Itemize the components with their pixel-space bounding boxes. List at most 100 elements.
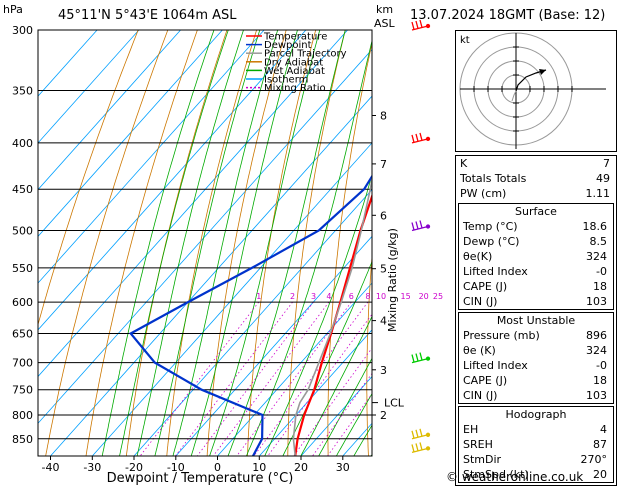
legend-label: Dry Adiabat [264,57,323,68]
temp-tick-label: -20 [125,461,143,474]
wet-adiabat-line [190,30,298,456]
mixing-ratio-label: 4 [326,292,331,301]
mixing-ratio-line [267,313,372,456]
isotherm-line [217,282,372,456]
mixing-ratio-label: 6 [349,292,354,301]
hodograph: kt [459,32,606,149]
surface-row: Dewp (°C) 8.5 [463,235,607,248]
wet-adiabat-line [318,357,372,456]
wet-adiabat-line [209,30,321,456]
hodograph-unit: kt [460,35,470,46]
mixing-ratio-label: 10 [376,292,386,301]
pressure-tick-label: 850 [12,433,33,446]
mixing-ratio-label: 25 [433,292,443,301]
plot-frame [37,29,373,457]
isotherm-line [38,30,223,237]
hodo-row: StmDir 270° [463,453,607,466]
hodo-row: SREH 87 [463,438,607,451]
dry-adiabat-line [38,30,139,326]
legend-label: Temperature [263,32,327,43]
most-unstable-title: Most Unstable [496,314,576,327]
pressure-tick-label: 600 [12,296,33,309]
mixing-ratio-label: 20 [419,292,429,301]
pressure-tick-label: 800 [12,409,33,422]
isotherm-line [92,142,372,456]
dry-adiabat-line [327,41,372,456]
pressure-tick-label: 650 [12,328,33,341]
mixing-ratio-line [139,301,260,456]
surface-row: Lifted Index -0 [463,265,607,278]
km-label: km [376,3,394,16]
temp-tick-label: -30 [83,461,101,474]
surface-row: CIN (J) 103 [463,295,607,308]
wet-adiabat-line [227,30,346,456]
hodo-row: StmSpd (kt) 20 [463,468,607,481]
isotherm-line [38,30,348,378]
hodograph-table-title: Hodograph [505,408,567,421]
isotherm-line [133,189,372,456]
temp-tick-label: 30 [336,461,350,474]
surface-row: Temp (°C) 18.6 [463,220,607,233]
km-tick-label: 2 [380,409,387,422]
km-tick-label: 7 [380,158,387,171]
most-unstable-panel: Most Unstable Pressure (mb) 896 θe (K) 324… [458,312,614,404]
km-tick-label: 3 [380,364,387,377]
pressure-tick-label: 450 [12,183,33,196]
copyright: © weatheronline.co.uk [446,470,584,484]
wind-barb [411,132,431,144]
temp-tick-label: 20 [294,461,308,474]
pressure-tick-label: 550 [12,262,33,275]
hodo-row: EH 4 [463,423,607,436]
datetime-label: 13.07.2024 18GMT (Base: 12) [410,8,606,23]
isotherm-line [50,95,372,456]
dry-adiabat-line [206,30,287,456]
dry-adiabat-line [287,30,346,456]
km-tick-label: 6 [380,209,387,222]
location-label: 45°11'N 5°43'E 1064m ASL [58,8,237,23]
mixing-ratio-label: 3 [311,292,316,301]
dry-adiabat-line [405,30,435,457]
pressure-tick-label: 500 [12,225,33,238]
index-row: PW (cm) 1.11 [460,187,610,200]
km-tick-label: 5 [380,263,387,276]
unstable-row: CAPE (J) 18 [463,374,607,387]
isotherm-line [175,235,372,456]
hodograph-trace [515,69,547,92]
dry-adiabat-line [366,252,372,456]
lcl-label: LCL [384,397,405,410]
isotherm-line [259,329,372,456]
isotherm-line [38,30,307,331]
wet-adiabat-line [353,424,372,456]
series-dewpoint [129,174,372,456]
hpa-label: hPa [3,3,23,16]
series-parcel-trajectory [292,174,372,456]
wind-barb [411,352,431,364]
surface-row: θe(K) 324 [463,250,607,263]
dry-adiabat-line [45,30,169,456]
legend-label: Dewpoint [264,40,312,51]
km-tick-label: 8 [380,110,387,123]
wind-barb [411,220,431,232]
surface-title: Surface [515,205,557,218]
km-tick-label: 4 [380,315,387,328]
isotherm-line [38,30,265,284]
unstable-row: θe (K) 324 [463,344,607,357]
mixing-ratio-axis-title: Mixing Ratio (g/kg) [386,228,399,332]
index-row: Totals Totals 49 [460,172,610,185]
asl-label: ASL [374,17,395,30]
unstable-row: Pressure (mb) 896 [463,329,607,342]
legend-label: Parcel Trajectory [264,49,347,60]
dry-adiabat-line [85,30,198,456]
hodograph-panel: kt [455,30,617,152]
mixing-ratio-label: 2 [290,292,295,301]
wind-barb [411,19,431,31]
surface-panel: Surface Temp (°C) 18.6 Dewp (°C) 8.5 θe(K)… [458,203,614,310]
pressure-tick-label: 350 [12,85,33,98]
wet-adiabat-line [172,30,279,456]
x-axis-title: Dewpoint / Temperature (°C) [107,471,294,486]
temp-tick-label: 0 [214,461,221,474]
pressure-tick-label: 400 [12,137,33,150]
